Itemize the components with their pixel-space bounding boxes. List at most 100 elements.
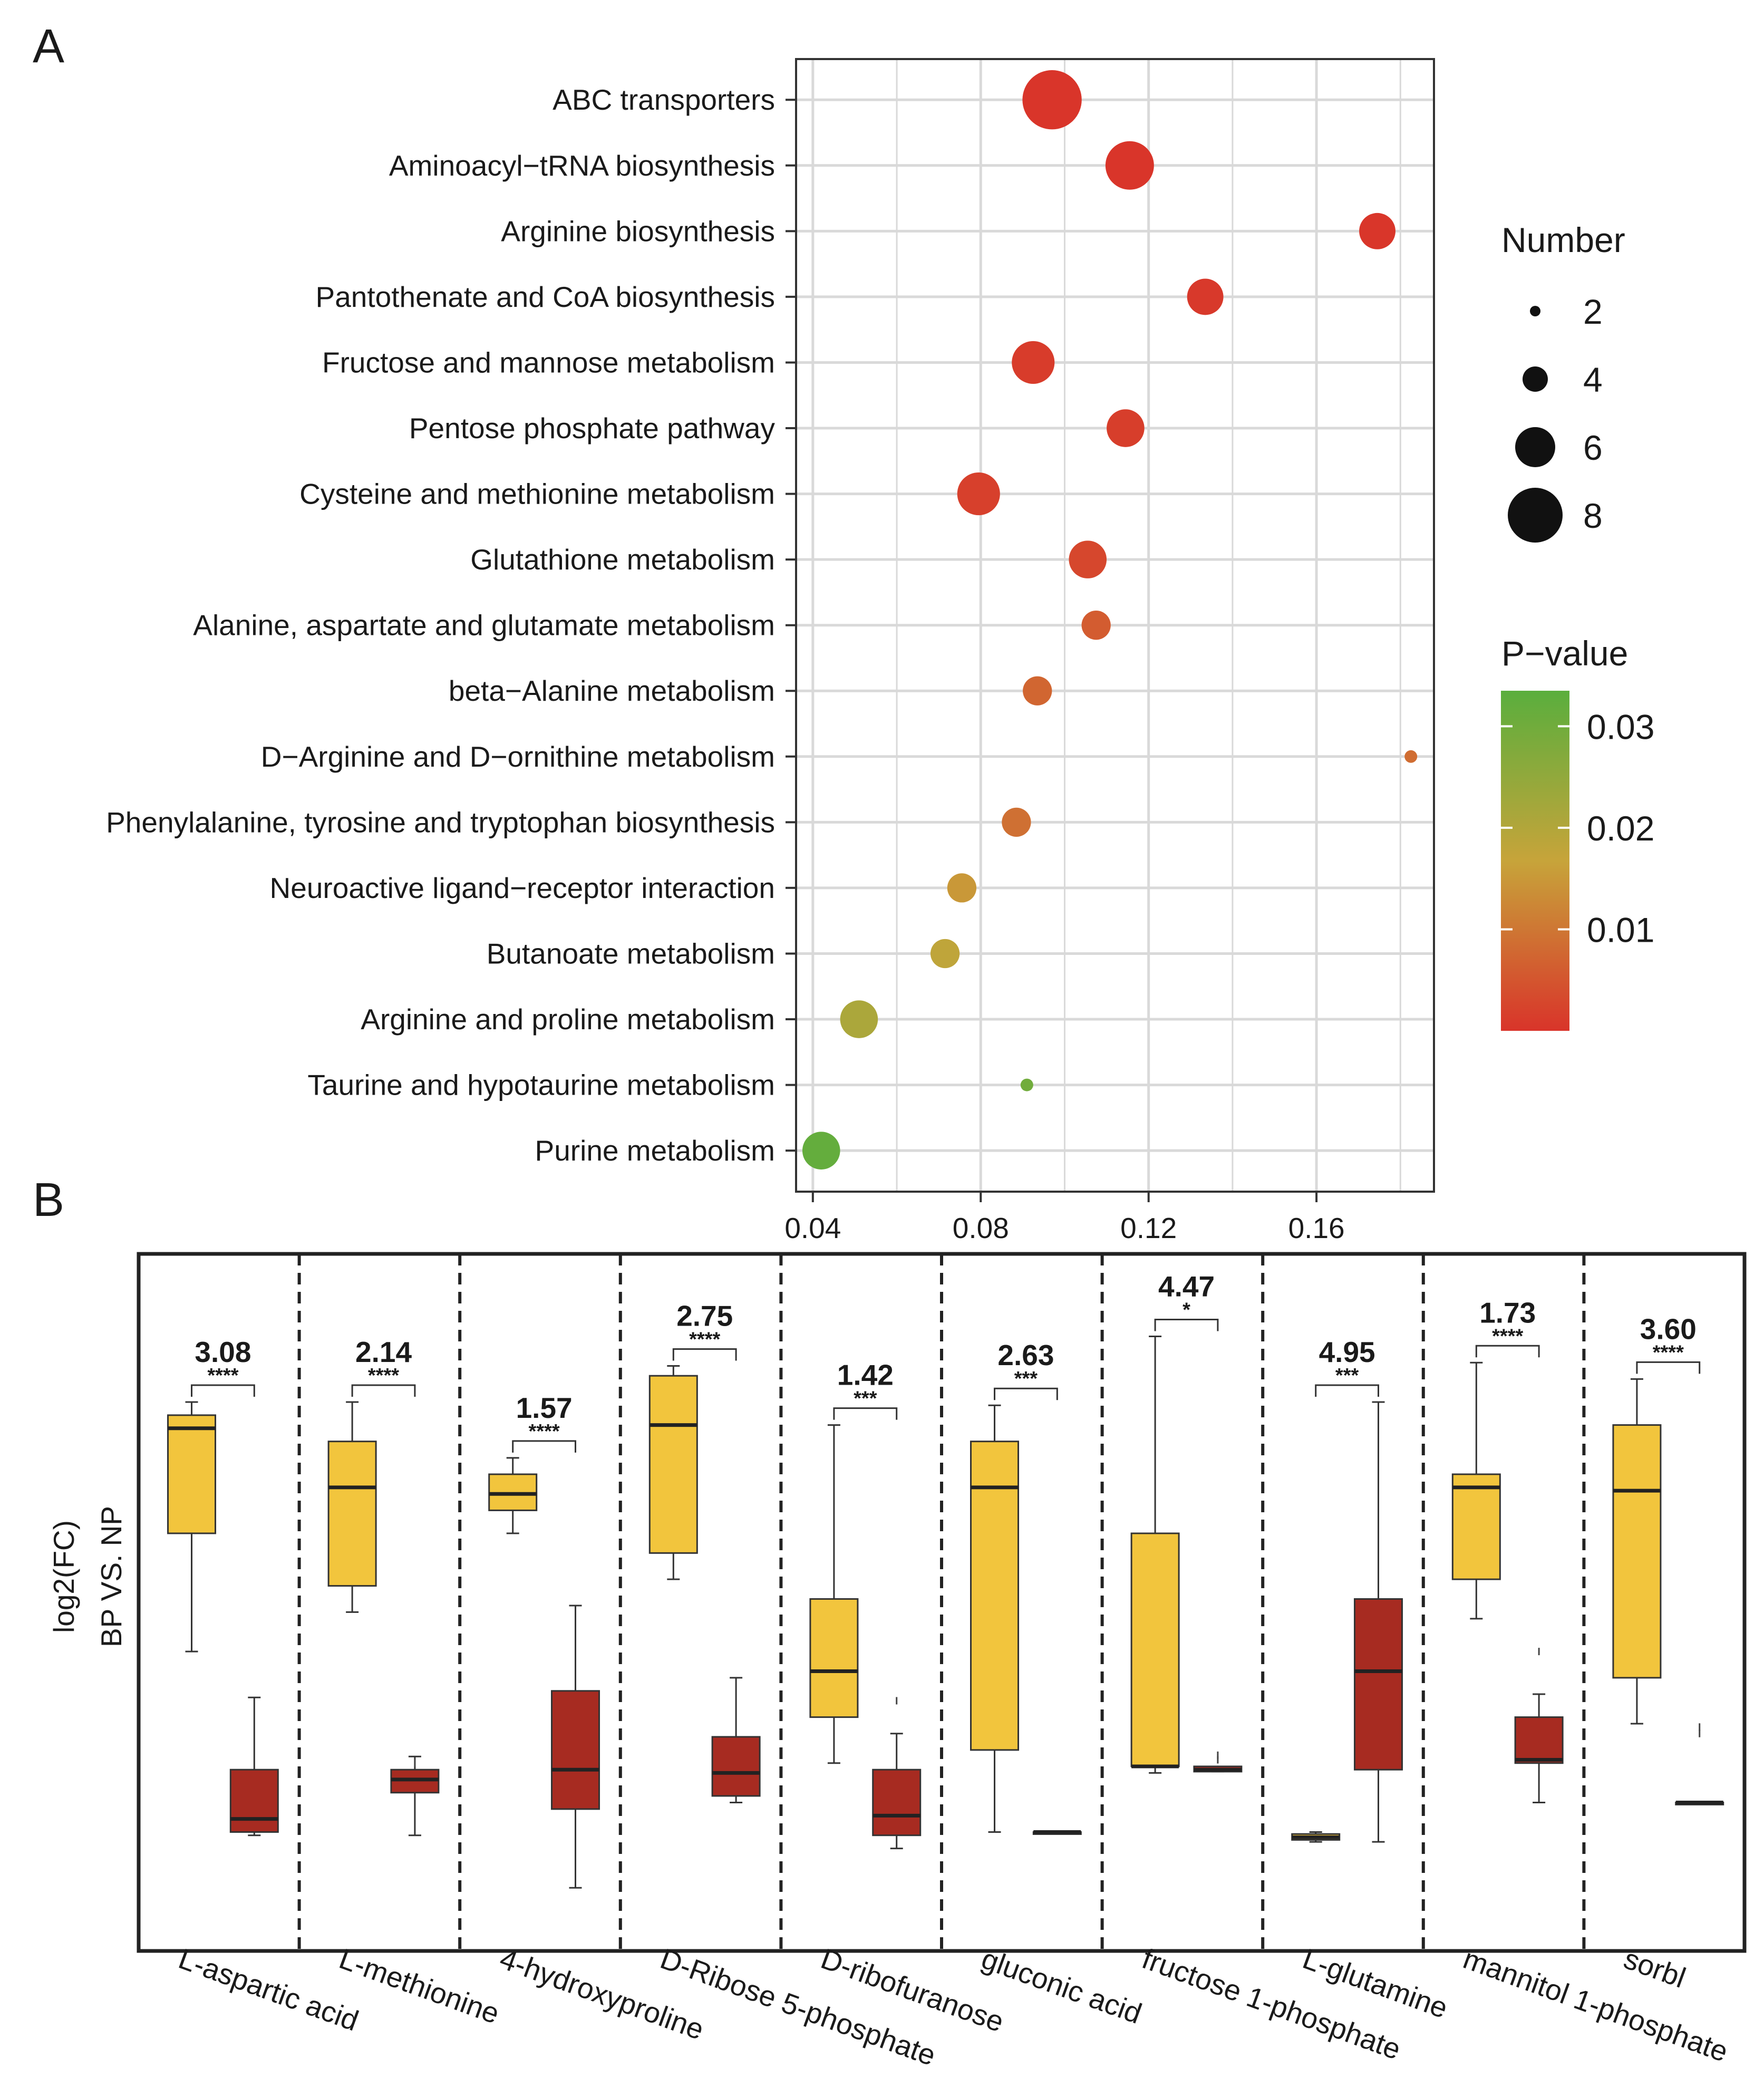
pathway-bubble	[1069, 540, 1107, 578]
box-body	[1451, 1473, 1501, 1580]
significance-bracket	[994, 1387, 1058, 1400]
pathway-label: Purine metabolism	[535, 1134, 775, 1167]
metabolite-group: *4.47	[1100, 1254, 1243, 1951]
metabolite-label: L-aspartic acid	[175, 1942, 363, 2037]
significance-bracket	[1636, 1361, 1701, 1374]
significance-stars: ***	[1335, 1365, 1359, 1387]
box-body	[229, 1769, 279, 1833]
significance-stars: ****	[1492, 1325, 1523, 1347]
pathway-bubble	[1012, 341, 1055, 384]
fold-change-label: 3.60	[1640, 1312, 1697, 1345]
metabolite-group: ****3.08	[167, 1336, 279, 1837]
size-legend-label: 2	[1583, 292, 1603, 331]
pathway-label: beta−Alanine metabolism	[449, 674, 775, 707]
box-body	[167, 1414, 217, 1534]
y-axis-label-line2: BP VS. NP	[95, 1506, 128, 1647]
fold-change-label: 1.42	[837, 1359, 894, 1391]
boxplot-metabolite-labels: L-aspartic acidL-methionine4-hydroxyprol…	[175, 1942, 1732, 2072]
color-legend-label: 0.03	[1587, 707, 1654, 746]
size-legend-dot	[1515, 427, 1555, 467]
significance-stars: ****	[368, 1365, 399, 1387]
x-tick-label: 0.12	[1120, 1212, 1177, 1244]
box-body	[1354, 1598, 1403, 1771]
significance-bracket	[1315, 1384, 1380, 1397]
metabolite-group: ****1.57	[458, 1254, 600, 1951]
fold-change-label: 2.63	[997, 1339, 1054, 1371]
boxplot-frame	[137, 1252, 1747, 1953]
significance-bracket	[833, 1407, 898, 1420]
pathway-bubble	[1404, 750, 1418, 763]
box-body	[1514, 1716, 1564, 1764]
box-body	[809, 1598, 859, 1718]
significance-bracket	[191, 1384, 255, 1397]
x-tick-label: 0.16	[1288, 1212, 1345, 1244]
pathway-label: Arginine biosynthesis	[501, 215, 775, 247]
box-body	[1612, 1424, 1662, 1679]
bubble-chart-points	[802, 70, 1418, 1170]
number-size-legend: Number 2 4 6 8	[1501, 220, 1625, 543]
box-body	[648, 1375, 698, 1554]
pathway-label: Taurine and hypotaurine metabolism	[307, 1069, 775, 1101]
size-legend-label: 8	[1583, 496, 1603, 535]
pathway-bubble	[957, 472, 1000, 516]
fold-change-label: 4.95	[1319, 1336, 1375, 1368]
metabolite-label: fructose 1-phosphate	[1138, 1942, 1405, 2066]
pathway-label: Alanine, aspartate and glutamate metabol…	[193, 609, 775, 642]
metabolite-label: mannitol 1-phosphate	[1459, 1942, 1732, 2068]
color-legend-title: P−value	[1501, 634, 1628, 673]
pathway-bubble	[947, 873, 977, 903]
box-body	[872, 1769, 922, 1837]
boxplot-y-axis-label: log2(FC) BP VS. NP	[47, 1506, 128, 1647]
size-legend-title: Number	[1501, 220, 1625, 259]
size-legend-label: 6	[1583, 428, 1603, 467]
pathway-label: Fructose and mannose metabolism	[322, 346, 775, 379]
pathway-label: Aminoacyl−tRNA biosynthesis	[389, 149, 775, 182]
pathway-label: ABC transporters	[553, 83, 775, 116]
significance-stars: ****	[1653, 1341, 1684, 1364]
pathway-bubble	[1023, 676, 1052, 706]
pathway-bubble	[802, 1132, 840, 1170]
metabolite-group: ***1.42	[779, 1254, 922, 1951]
pathway-bubble	[1105, 141, 1154, 190]
pathway-label: Neuroactive ligand−receptor interaction	[270, 872, 775, 904]
metabolite-group: ****2.14	[297, 1254, 440, 1951]
bubble-chart-frame	[795, 58, 1435, 1193]
significance-bracket	[1154, 1319, 1219, 1331]
box-body	[1130, 1532, 1180, 1767]
bubble-chart-grid	[796, 59, 1434, 1192]
metabolite-group: ****3.60	[1582, 1254, 1724, 1951]
x-tick-label: 0.04	[784, 1212, 841, 1244]
pathway-label: Glutathione metabolism	[470, 543, 775, 576]
size-legend-dot	[1523, 366, 1548, 392]
fold-change-label: 4.47	[1158, 1270, 1215, 1303]
significance-stars: ***	[1014, 1368, 1038, 1390]
pathway-bubble	[930, 939, 960, 969]
box-body	[970, 1441, 1020, 1751]
pathway-label: Phenylalanine, tyrosine and tryptophan b…	[106, 806, 775, 838]
significance-stars: ****	[207, 1365, 238, 1387]
pathway-label: D−Arginine and D−ornithine metabolism	[261, 740, 775, 773]
size-legend-dot	[1530, 306, 1540, 316]
pathway-bubble	[1020, 1078, 1033, 1091]
pathway-label: Cysteine and methionine metabolism	[299, 478, 775, 510]
x-tick-label: 0.08	[953, 1212, 1009, 1244]
pathway-bubble	[1002, 807, 1031, 837]
pathway-label: Butanoate metabolism	[487, 937, 775, 970]
color-legend-label: 0.02	[1587, 809, 1654, 848]
fold-change-label: 1.73	[1479, 1296, 1536, 1329]
bubble-chart-x-axis: 0.04 0.08 0.12 0.16	[784, 1192, 1345, 1244]
panel-label-b: B	[33, 1174, 64, 1226]
box-body	[551, 1690, 600, 1810]
significance-stars: *	[1183, 1299, 1190, 1321]
panel-label-a: A	[33, 20, 64, 73]
metabolite-group: ***4.95	[1261, 1254, 1403, 1951]
significance-stars: ***	[854, 1388, 877, 1410]
significance-bracket	[1475, 1345, 1540, 1358]
metabolite-label: D-Ribose 5-phosphate	[656, 1942, 940, 2072]
pathway-label: Pentose phosphate pathway	[409, 412, 776, 444]
significance-bracket	[512, 1440, 577, 1453]
significance-bracket	[672, 1348, 737, 1361]
color-legend-label: 0.01	[1587, 910, 1654, 949]
pathway-bubble	[1359, 212, 1395, 249]
